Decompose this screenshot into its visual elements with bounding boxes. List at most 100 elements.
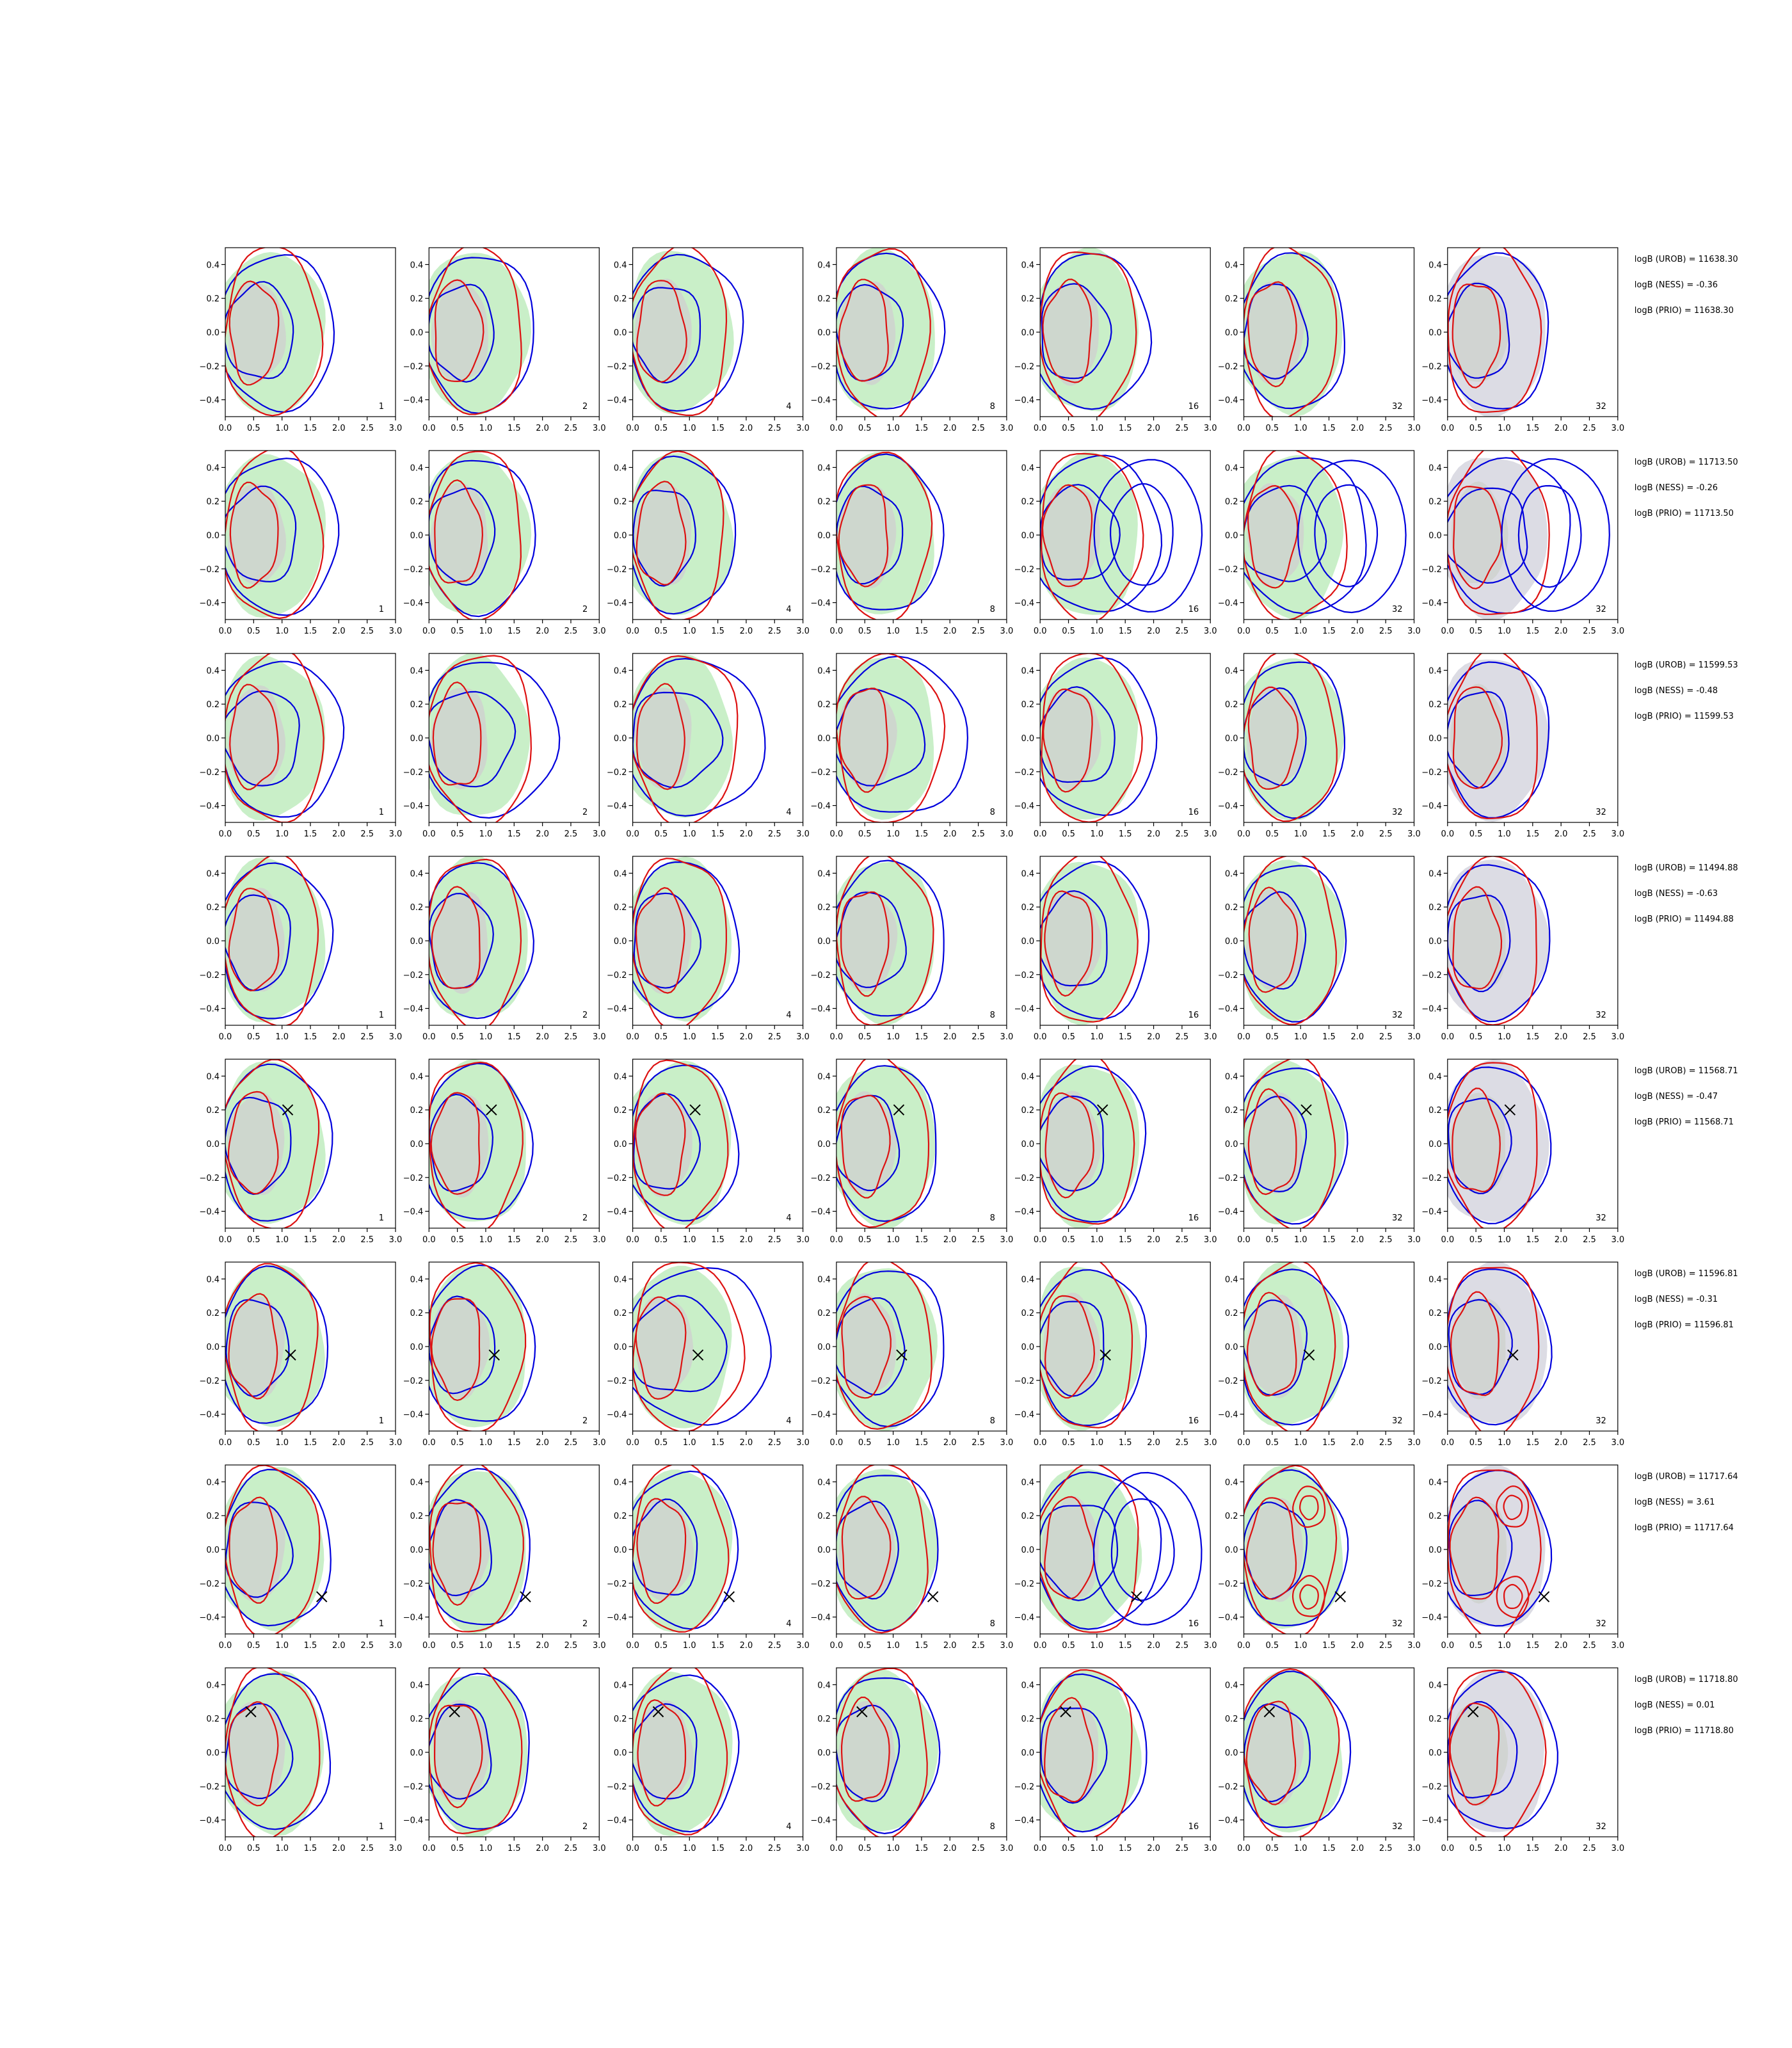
blue-contour-outer: [632, 1267, 772, 1426]
true-value-marker: [1100, 1349, 1111, 1361]
x-tick-label: 3.0: [1000, 1032, 1014, 1042]
blue-contour-inner: [225, 1703, 294, 1800]
x-tick-label: 0.0: [1237, 627, 1251, 636]
x-tick-label: 2.5: [1583, 627, 1596, 636]
blue-contour-ring: [1109, 483, 1174, 586]
x-tick-label: 1.5: [1119, 424, 1132, 433]
y-tick-label: −0.4: [810, 1613, 831, 1623]
y-tick-label: −0.2: [199, 971, 220, 980]
x-tick-label: 1.0: [683, 1844, 696, 1853]
red-contour-outer: [836, 1668, 928, 1837]
blue-contour-outer: [632, 455, 737, 615]
blue-contour-inner: [632, 1498, 698, 1596]
y-tick-label: 0.4: [1225, 1072, 1238, 1082]
inner-density-region: [1044, 1091, 1101, 1192]
y-tick-label: −0.2: [1218, 768, 1238, 778]
logb-label: logB (UROB) = 11568.71: [1635, 1066, 1738, 1076]
x-tick-label: 2.5: [360, 627, 374, 636]
red-contour-inner: [841, 1496, 892, 1600]
red-contour-inner: [430, 1092, 481, 1195]
panel-r8-c1: 0.0 0.5 1.0 1.5 2.0 2.5 3.0 0.4 0.2 0.0 −0.2 −0.4 1: [199, 1667, 402, 1853]
panel-r1-c1: 0.0 0.5 1.0 1.5 2.0 2.5 3.0 0.4 0.2 0.0 −0.2 −0.4 1: [199, 247, 402, 433]
x-tick-label: 2.5: [1379, 424, 1393, 433]
x-tick-label: 1.5: [1526, 1438, 1539, 1448]
true-value-marker: [893, 1104, 905, 1116]
y-tick-label: 0.0: [410, 531, 424, 541]
red-contour-island: [1496, 1575, 1530, 1619]
panel-r1-c7: 0.0 0.5 1.0 1.5 2.0 2.5 3.0 0.4 0.2 0.0 −0.2 −0.4 32: [1421, 247, 1624, 433]
y-tick-label: −0.2: [403, 565, 424, 575]
x-tick-label: 0.5: [451, 424, 464, 433]
x-tick-label: 2.5: [360, 1844, 374, 1853]
x-tick-label: 1.5: [915, 1641, 929, 1651]
blue-contour-outer: [632, 1064, 740, 1222]
x-tick-label: 1.5: [915, 829, 929, 839]
x-tick-label: 2.5: [972, 627, 985, 636]
true-value-marker: [1467, 1706, 1479, 1718]
red-contour-inner: [841, 1697, 890, 1802]
panel-index-label: 32: [1596, 808, 1606, 817]
red-contour-inner: [838, 687, 889, 793]
blue-contour-outer: [1040, 1269, 1148, 1427]
y-tick-label: 0.0: [1021, 1546, 1035, 1555]
x-tick-label: 1.5: [1322, 1641, 1336, 1651]
panel-index-label: 8: [990, 1416, 995, 1426]
y-tick-label: −0.2: [810, 565, 831, 575]
blue-contour-outer: [836, 453, 945, 611]
true-value-marker: [1300, 1104, 1312, 1116]
panel-index-label: 16: [1188, 1619, 1199, 1629]
x-tick-label: 2.0: [740, 1235, 753, 1245]
panel-index-label: 4: [786, 605, 791, 614]
y-tick-label: 0.0: [1225, 1546, 1238, 1555]
y-tick-label: 0.2: [817, 1106, 831, 1116]
logb-label: logB (NESS) = -0.26: [1635, 483, 1718, 493]
x-tick-label: 2.0: [1147, 1641, 1160, 1651]
y-tick-label: 0.2: [1225, 903, 1238, 913]
x-tick-label: 2.0: [332, 1032, 346, 1042]
x-tick-label: 0.5: [1265, 1032, 1279, 1042]
x-tick-label: 2.0: [332, 1641, 346, 1651]
blue-contour-ring: [1314, 484, 1379, 588]
y-tick-label: 0.0: [1428, 328, 1442, 338]
inner-density-region: [1451, 481, 1508, 583]
red-contour-inner: [635, 1092, 686, 1196]
x-tick-label: 1.5: [711, 627, 724, 636]
x-tick-label: 1.5: [711, 1641, 724, 1651]
y-tick-label: 0.2: [1021, 700, 1035, 710]
x-tick-label: 2.5: [360, 1641, 374, 1651]
red-contour-inner: [228, 280, 280, 386]
x-tick-label: 2.5: [768, 424, 781, 433]
panel-index-label: 8: [990, 605, 995, 614]
blue-contour-inner: [1244, 484, 1327, 582]
inner-density-region: [839, 688, 897, 790]
x-tick-label: 2.5: [1583, 1438, 1596, 1448]
red-contour-inner: [1450, 1291, 1500, 1396]
true-value-marker: [1060, 1706, 1071, 1718]
x-tick-label: 2.0: [1555, 1438, 1568, 1448]
x-tick-label: 1.5: [508, 1844, 521, 1853]
red-contour-inner: [636, 280, 687, 383]
y-tick-label: 0.2: [410, 1106, 424, 1116]
panel-index-label: 32: [1392, 1011, 1403, 1020]
red-contour-island-inner: [1299, 1584, 1319, 1610]
blue-contour-inner: [1244, 891, 1307, 990]
panel-r8-c2: 0.0 0.5 1.0 1.5 2.0 2.5 3.0 0.4 0.2 0.0 −0.2 −0.4 2: [403, 1667, 606, 1853]
x-tick-label: 1.0: [1498, 1641, 1511, 1651]
red-contour-outer: [429, 248, 522, 415]
x-tick-label: 1.5: [1322, 627, 1336, 636]
inner-density-region: [634, 687, 692, 789]
y-tick-label: 0.4: [614, 463, 627, 473]
y-tick-label: 0.0: [614, 734, 627, 744]
y-tick-label: −0.2: [403, 1580, 424, 1589]
y-tick-label: −0.4: [1014, 599, 1035, 609]
x-tick-label: 1.5: [915, 1235, 929, 1245]
y-tick-label: −0.2: [1014, 565, 1035, 575]
y-tick-label: −0.4: [1014, 396, 1035, 406]
y-tick-label: −0.2: [810, 362, 831, 372]
inner-density-region: [1042, 1496, 1099, 1599]
red-contour-inner: [432, 681, 482, 786]
x-tick-label: 0.5: [247, 424, 260, 433]
x-tick-label: 1.5: [1526, 829, 1539, 839]
inner-density-region: [838, 1700, 896, 1803]
y-tick-label: 0.2: [1225, 294, 1238, 304]
